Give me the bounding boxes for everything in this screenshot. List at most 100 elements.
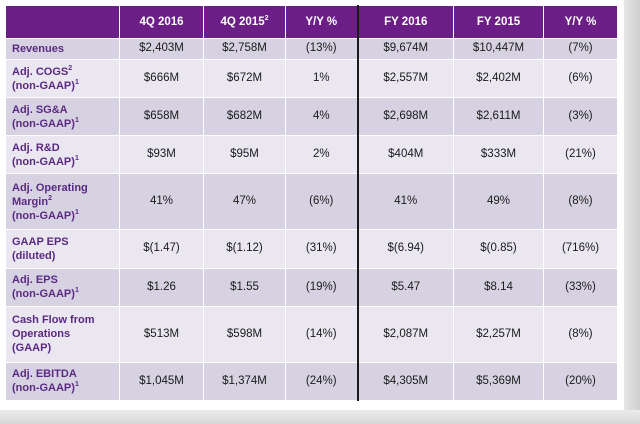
footnote-marker: 2 <box>48 194 52 202</box>
row-label-text: (non-GAAP) <box>12 382 75 395</box>
row-label-line: Adj. SG&A <box>12 103 119 117</box>
row-label-line: (diluted) <box>12 249 119 263</box>
value-cell: (7%) <box>543 38 618 60</box>
row-label-line: Adj. Operating <box>12 181 119 195</box>
footnote-marker: 1 <box>74 154 79 162</box>
value-cell: $(0.85) <box>453 229 544 269</box>
value-cell: (8%) <box>543 305 618 363</box>
value-cell: $4,305M <box>356 361 454 402</box>
value-cell: $682M <box>203 97 286 137</box>
value-cell: $95M <box>203 135 286 175</box>
value-cell: $2,611M <box>453 97 544 137</box>
value-cell: $333M <box>453 135 544 175</box>
row-label-line: Adj. R&D <box>12 141 119 155</box>
row-label-text: GAAP EPS <box>12 235 69 248</box>
value-cell: $93M <box>119 135 204 175</box>
row-label: Cash Flow from Operations (GAAP) <box>5 305 120 363</box>
table-row: Revenues $2,403M $2,758M (13%) $9,674M $10,44… <box>5 38 618 60</box>
footnote-marker: 1 <box>74 287 79 295</box>
row-label-line: (non-GAAP)1 <box>12 117 119 131</box>
value-cell: (6%) <box>285 173 358 231</box>
row-label: Adj. SG&A (non-GAAP)1 <box>5 97 120 137</box>
row-label-text: (GAAP) <box>12 342 52 355</box>
financial-summary-table: 4Q 2016 4Q 20152 Y/Y % FY 2016 FY 2015 Y/Y % … <box>5 5 618 402</box>
value-cell: (19%) <box>285 267 358 307</box>
value-cell: $9,674M <box>356 38 454 60</box>
value-cell: $2,087M <box>356 305 454 363</box>
footnote-marker: 1 <box>74 381 79 389</box>
value-cell: (13%) <box>285 38 358 60</box>
value-cell: $10,447M <box>453 38 544 60</box>
column-header-label: 4Q 2015 <box>220 15 265 28</box>
row-label-line: (GAAP) <box>12 341 119 355</box>
row-label-line: Operations <box>12 327 119 341</box>
row-label-line: Margin2 <box>12 195 119 209</box>
column-header-3: Y/Y % <box>285 5 358 39</box>
column-header-label: FY 2016 <box>384 15 428 28</box>
row-label: Adj. COGS2 (non-GAAP)1 <box>5 58 120 99</box>
row-label: Adj. EPS (non-GAAP)1 <box>5 267 120 307</box>
row-label-text: (non-GAAP) <box>12 117 75 130</box>
value-cell: (6%) <box>543 58 618 99</box>
table-row: Cash Flow from Operations (GAAP) $513M $598M… <box>5 305 618 363</box>
table-row: Adj. EBITDA (non-GAAP)1 $1,045M $1,374M (24%… <box>5 361 618 402</box>
value-cell: $(1.12) <box>203 229 286 269</box>
value-cell: $(1.47) <box>119 229 204 269</box>
value-cell: (8%) <box>543 173 618 231</box>
value-cell: $1.55 <box>203 267 286 307</box>
row-label: Adj. R&D (non-GAAP)1 <box>5 135 120 175</box>
row-label-text: Adj. EBITDA <box>12 368 77 381</box>
row-label-text: Revenues <box>12 42 64 55</box>
value-cell: $513M <box>119 305 204 363</box>
row-label-text: Adj. COGS <box>12 65 69 78</box>
value-cell: $2,758M <box>203 38 286 60</box>
row-label: Revenues <box>5 38 120 60</box>
row-label-line: (non-GAAP)1 <box>12 209 119 223</box>
value-cell: 2% <box>285 135 358 175</box>
footnote-marker: 1 <box>74 116 79 124</box>
footnote-marker: 2 <box>68 64 73 72</box>
value-cell: $1,374M <box>203 361 286 402</box>
right-edge-shadow <box>624 0 640 424</box>
row-label-line: Adj. COGS2 <box>12 65 119 79</box>
value-cell: (31%) <box>285 229 358 269</box>
value-cell: (3%) <box>543 97 618 137</box>
value-cell: (21%) <box>543 135 618 175</box>
table-row: Adj. EPS (non-GAAP)1 $1.26 $1.55 (19%) $5.47 $… <box>5 267 618 307</box>
row-label-text: Adj. EPS <box>12 274 58 287</box>
value-cell: $2,557M <box>356 58 454 99</box>
row-label-line: Adj. EPS <box>12 273 119 287</box>
header-corner <box>5 5 120 39</box>
value-cell: (24%) <box>285 361 358 402</box>
footnote-marker: 1 <box>74 208 79 216</box>
row-label-line: (non-GAAP)1 <box>12 381 119 395</box>
row-label-text: (non-GAAP) <box>12 209 75 222</box>
value-cell: (14%) <box>285 305 358 363</box>
row-label-text: (non-GAAP) <box>12 155 75 168</box>
value-cell: (33%) <box>543 267 618 307</box>
column-header-6: Y/Y % <box>543 5 618 39</box>
value-cell: (716%) <box>543 229 618 269</box>
value-cell: $2,257M <box>453 305 544 363</box>
row-label: Adj. EBITDA (non-GAAP)1 <box>5 361 120 402</box>
footnote-marker: 1 <box>74 78 79 86</box>
row-label-line: (non-GAAP)1 <box>12 287 119 301</box>
column-header-5: FY 2015 <box>453 5 544 39</box>
value-cell: 41% <box>356 173 454 231</box>
row-label-line: GAAP EPS <box>12 235 119 249</box>
row-label-text: Operations <box>12 328 71 341</box>
row-label-text: Adj. Operating <box>12 181 88 194</box>
row-label-line: Revenues <box>12 42 119 56</box>
row-label-text: Adj. SG&A <box>12 103 68 116</box>
column-header-label: Y/Y % <box>305 15 338 28</box>
column-header-1: 4Q 2016 <box>119 5 204 39</box>
value-cell: $1.26 <box>119 267 204 307</box>
footnote-marker: 2 <box>264 14 269 22</box>
column-header-label: Y/Y % <box>564 15 597 28</box>
value-cell: $404M <box>356 135 454 175</box>
row-label-line: Cash Flow from <box>12 313 119 327</box>
table-row: GAAP EPS (diluted) $(1.47) $(1.12) (31%) $(6.… <box>5 229 618 269</box>
row-label-text: Adj. R&D <box>12 141 60 154</box>
table-row: Adj. SG&A (non-GAAP)1 $658M $682M 4% $2,698M $… <box>5 97 618 137</box>
